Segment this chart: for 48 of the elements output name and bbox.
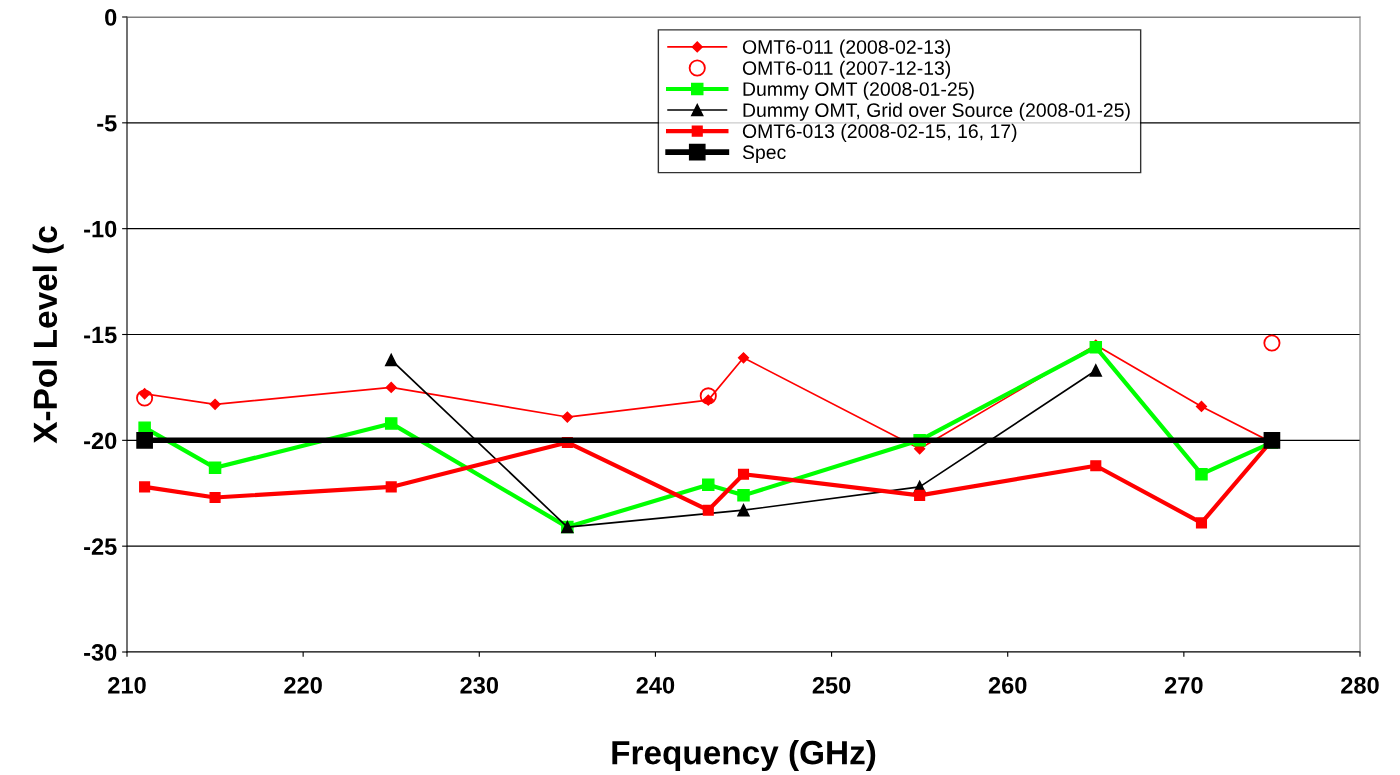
point	[702, 478, 715, 492]
point	[737, 352, 750, 364]
x-tick-label: 210	[108, 676, 146, 694]
y-axis-title: X-Pol Level (c	[32, 226, 64, 444]
x-tick-label: 230	[460, 676, 499, 694]
y-tick-label: 0	[105, 9, 117, 26]
x-tick-label: 280	[1341, 676, 1379, 694]
point	[136, 431, 153, 449]
y-tick-label: -20	[84, 432, 117, 450]
legend-label: OMT6-011 (2008-02-13)	[742, 39, 951, 58]
point	[737, 489, 750, 502]
point	[737, 503, 750, 517]
point	[1195, 467, 1208, 481]
x-tick-label: 220	[284, 676, 322, 694]
point	[209, 491, 221, 504]
point	[702, 504, 714, 516]
y-tick-label: -25	[84, 538, 117, 555]
point	[561, 411, 573, 423]
point	[914, 489, 926, 501]
x-axis-title: Frequency (GHz)	[612, 739, 876, 772]
legend-label: OMT6-011 (2007-12-13)	[742, 60, 951, 79]
legend-label: Spec	[742, 145, 786, 163]
legend-label: Dummy OMT, Grid over Source (2008-01-25)	[743, 102, 1130, 121]
point	[1090, 460, 1102, 472]
x-tick-label: 240	[636, 676, 675, 694]
point	[699, 387, 717, 405]
point	[1195, 400, 1208, 413]
y-tick-label: -15	[84, 326, 117, 344]
point	[139, 481, 151, 493]
y-tick-label: -30	[84, 644, 117, 661]
point	[1263, 334, 1281, 352]
point	[1195, 517, 1208, 529]
x-tick-label: 270	[1164, 676, 1203, 694]
point	[385, 381, 397, 394]
point	[1089, 364, 1103, 377]
point	[136, 389, 154, 407]
point	[385, 481, 397, 493]
legend-label: Dummy OMT (2008-01-25)	[743, 81, 974, 100]
point	[737, 468, 750, 480]
y-tick-label: -10	[84, 220, 117, 238]
point	[208, 461, 222, 475]
x-tick-label: 250	[812, 676, 851, 694]
legend-label: OMT6-013 (2008-02-15, 16, 17)	[742, 123, 1017, 142]
point	[384, 417, 398, 430]
point	[384, 353, 398, 367]
point	[209, 398, 221, 410]
y-tick-label: -5	[97, 115, 117, 132]
x-tick-label: 260	[988, 676, 1027, 694]
